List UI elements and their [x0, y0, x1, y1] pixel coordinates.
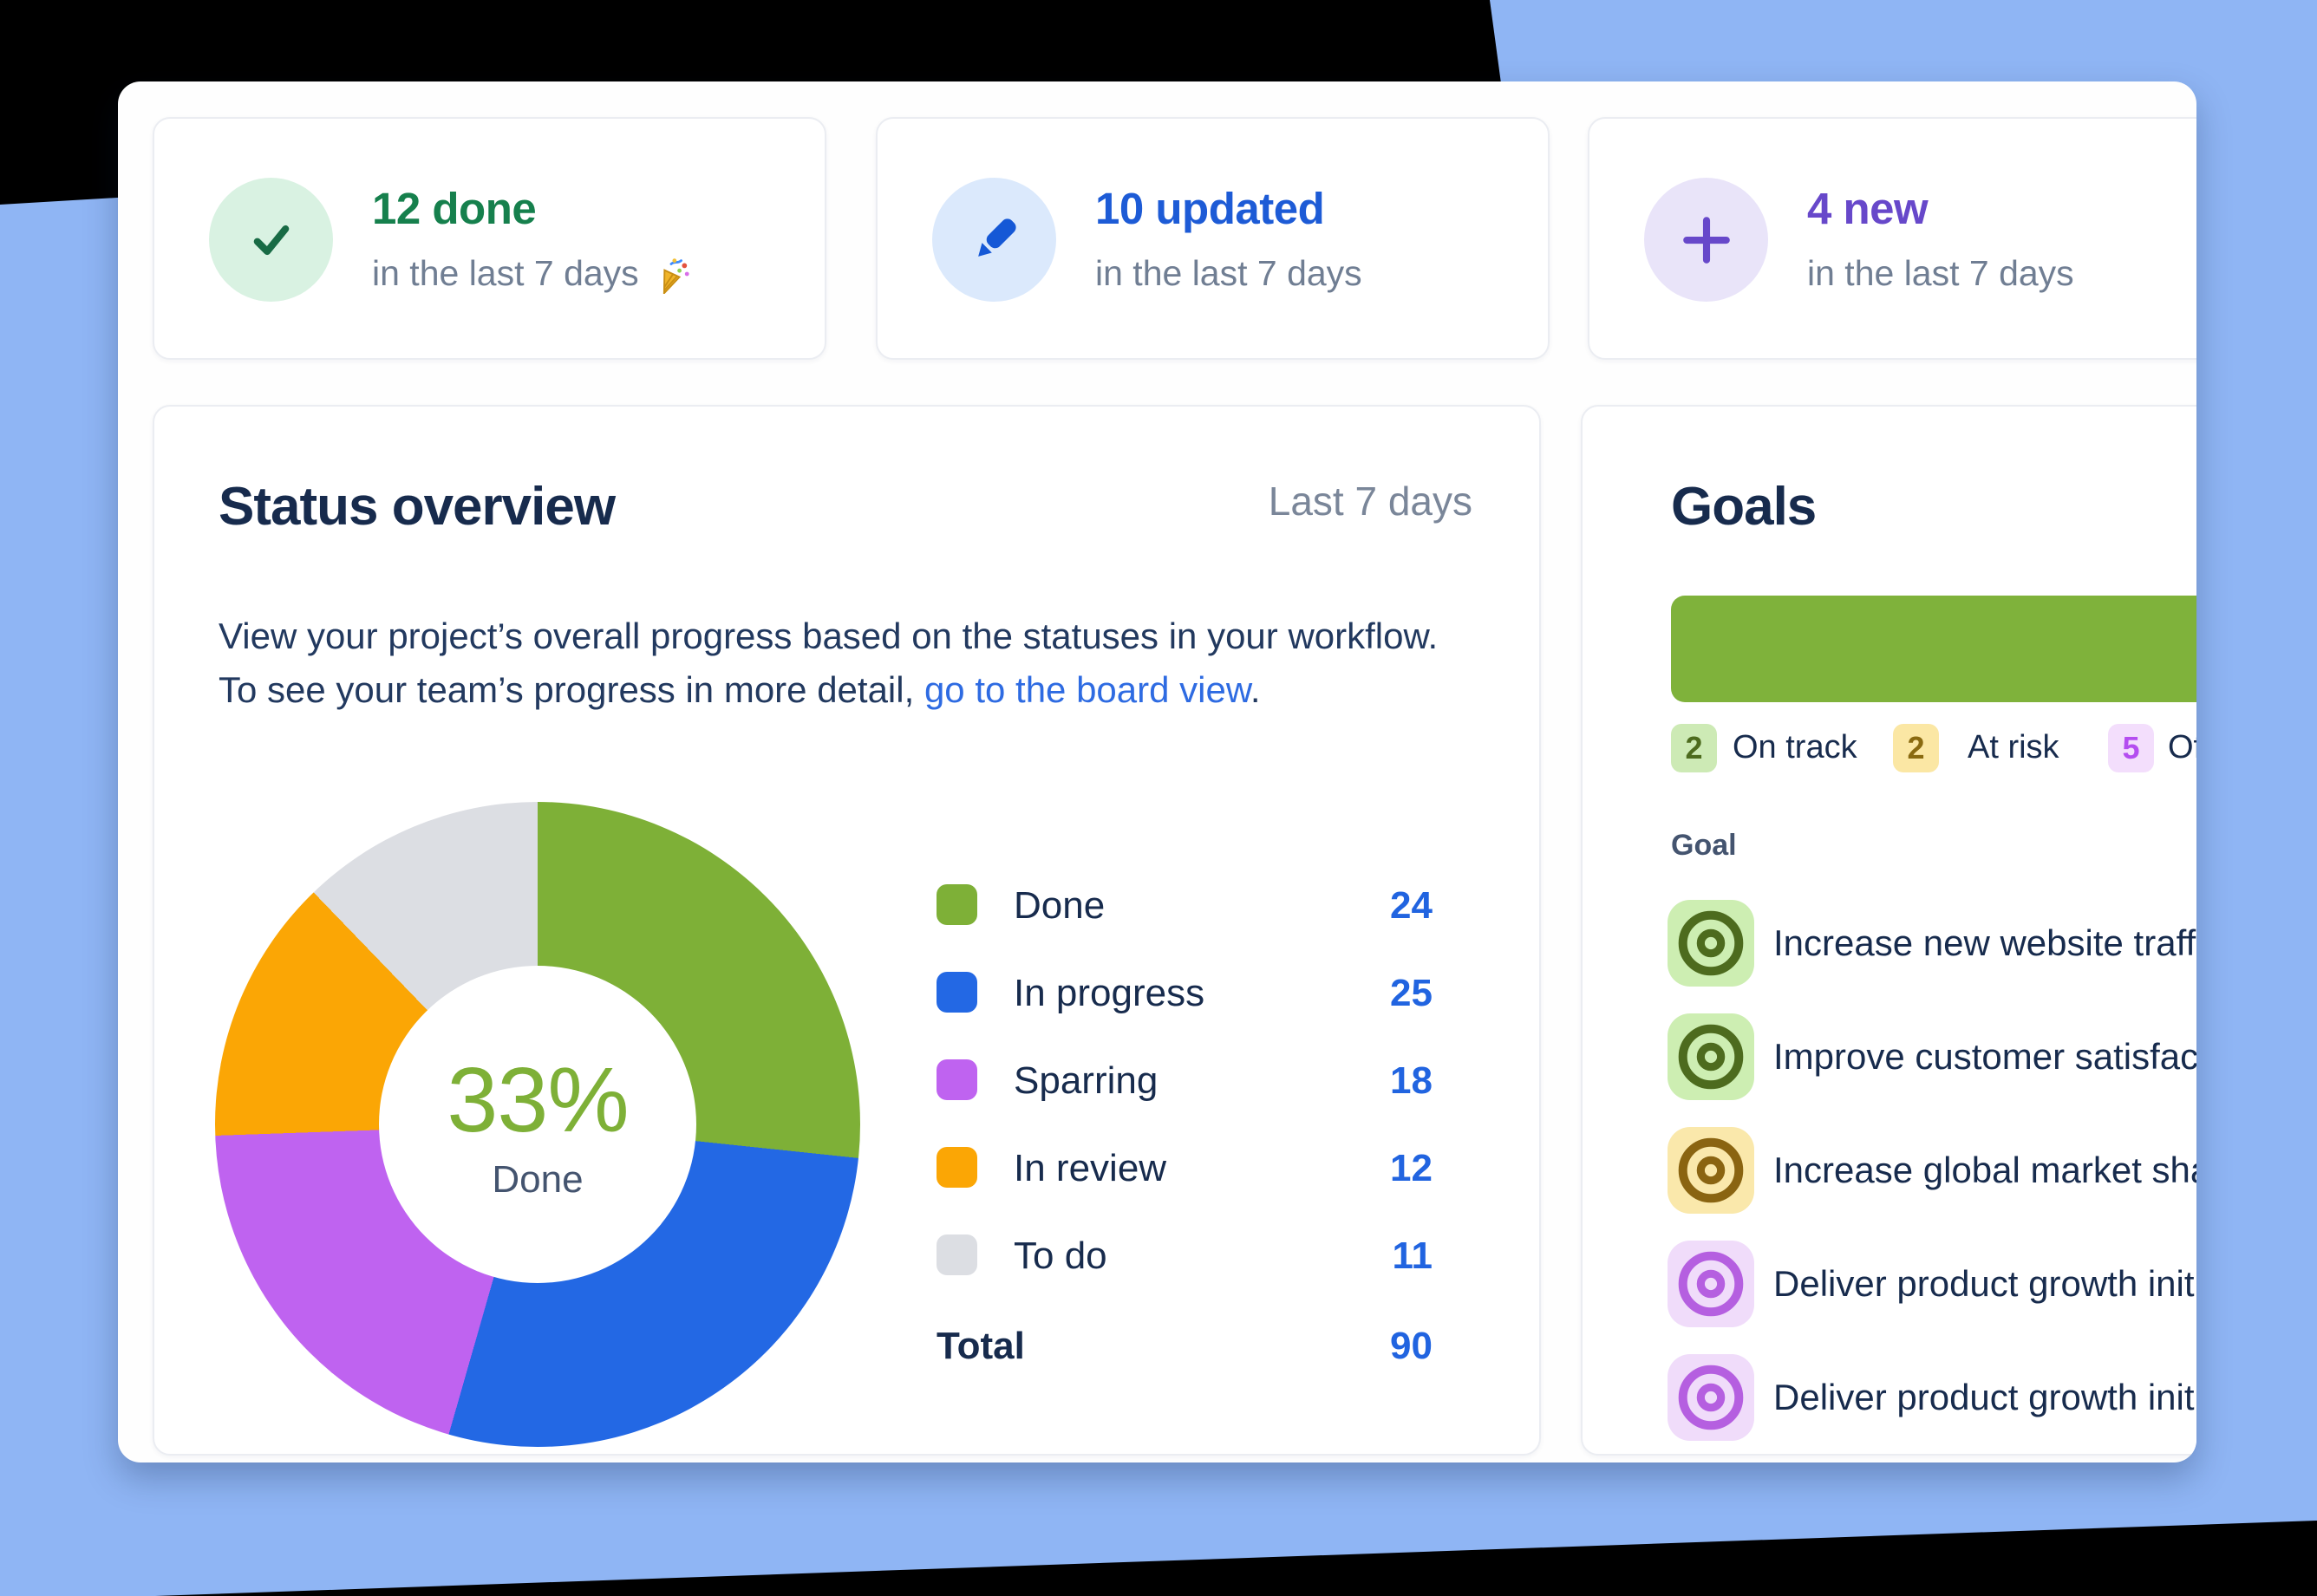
target-icon: [1668, 1127, 1754, 1214]
donut-center: 33% Done: [379, 966, 696, 1283]
status-overview-title: Status overview: [219, 477, 616, 537]
target-icon: [1668, 1241, 1754, 1327]
donut-percent: 33%: [447, 1048, 629, 1151]
legend-value: 25: [1390, 972, 1433, 1014]
stat-card-done[interactable]: 12 done in the last 7 days: [153, 117, 826, 360]
off-track-label: Off track: [2168, 729, 2196, 765]
off-track-badge: 5: [2108, 724, 2154, 772]
updated-count: 10 updated: [1095, 184, 1325, 233]
donut-center-label: Done: [492, 1157, 584, 1201]
goal-label: Deliver product growth initiatives: [1773, 1377, 2196, 1417]
new-count: 4 new: [1807, 184, 1929, 233]
pencil-icon: [932, 178, 1056, 302]
goal-row[interactable]: Deliver product growth initiatives: [1668, 1241, 2196, 1327]
goal-row[interactable]: Deliver product growth initiatives: [1668, 1354, 2196, 1441]
on-track-badge: 2: [1671, 724, 1717, 772]
legend-label: Sparring: [1014, 1059, 1158, 1102]
legend-swatch-to-do: [937, 1234, 977, 1275]
legend-row-in-review: In review 12: [937, 1140, 1433, 1195]
on-track-label: On track: [1733, 729, 1857, 765]
legend-label: To do: [1014, 1234, 1107, 1277]
plus-icon: [1644, 178, 1768, 302]
legend-swatch-in-review: [937, 1147, 977, 1188]
legend-total-value: 90: [1390, 1325, 1433, 1367]
goals-card: Goals 2 On track 2 At risk 5 Off track G…: [1581, 405, 2196, 1456]
target-icon: [1668, 900, 1754, 987]
legend-label: In progress: [1014, 972, 1205, 1014]
legend-row-done: Done 24: [937, 877, 1433, 933]
status-donut-chart: 33% Done: [215, 802, 860, 1447]
goal-row[interactable]: Increase global market share: [1668, 1127, 2196, 1214]
legend-value: 18: [1390, 1059, 1433, 1102]
board-view-link[interactable]: go to the board view: [924, 669, 1250, 710]
goal-label: Increase global market share: [1773, 1150, 2196, 1190]
stat-card-updated[interactable]: 10 updated in the last 7 days: [876, 117, 1550, 360]
legend-row-total: Total 90: [937, 1318, 1433, 1373]
legend-label: In review: [1014, 1147, 1167, 1189]
legend-value: 11: [1392, 1234, 1433, 1277]
legend-value: 12: [1390, 1147, 1433, 1189]
legend-label: Done: [1014, 884, 1106, 927]
goals-progress-bar: [1671, 596, 2196, 702]
at-risk-label: At risk: [1968, 729, 2059, 765]
legend-swatch-sparring: [937, 1059, 977, 1100]
dashboard-panel: 12 done in the last 7 days: [118, 81, 2196, 1462]
target-icon: [1668, 1354, 1754, 1441]
at-risk-badge: 2: [1893, 724, 1939, 772]
goal-column-header: Goal: [1671, 829, 1737, 862]
legend-total-label: Total: [937, 1325, 1025, 1367]
party-popper-emoji: [651, 254, 691, 294]
goal-label: Improve customer satisfaction: [1773, 1036, 2196, 1077]
period-label: Last 7 days: [1268, 479, 1472, 524]
legend-row-sparring: Sparring 18: [937, 1052, 1433, 1108]
target-icon: [1668, 1013, 1754, 1100]
goal-row[interactable]: Increase new website traffic: [1668, 900, 2196, 987]
status-overview-description: View your project’s overall progress bas…: [219, 616, 1439, 710]
done-subtitle: in the last 7 days: [372, 253, 639, 293]
status-overview-card: Status overview Last 7 days View your pr…: [153, 405, 1541, 1456]
legend-row-in-progress: In progress 25: [937, 965, 1433, 1020]
done-count: 12 done: [372, 184, 537, 233]
stat-card-new[interactable]: 4 new in the last 7 days: [1588, 117, 2196, 360]
goal-row[interactable]: Improve customer satisfaction: [1668, 1013, 2196, 1100]
legend-swatch-in-progress: [937, 972, 977, 1013]
goal-label: Increase new website traffic: [1773, 922, 2196, 963]
legend-swatch-done: [937, 884, 977, 925]
legend-row-to-do: To do 11: [937, 1228, 1433, 1283]
new-subtitle: in the last 7 days: [1807, 253, 2074, 293]
goals-title: Goals: [1671, 477, 1817, 537]
legend-value: 24: [1390, 884, 1433, 927]
goal-label: Deliver product growth initiatives: [1773, 1263, 2196, 1304]
check-icon: [209, 178, 333, 302]
updated-subtitle: in the last 7 days: [1095, 253, 1362, 293]
